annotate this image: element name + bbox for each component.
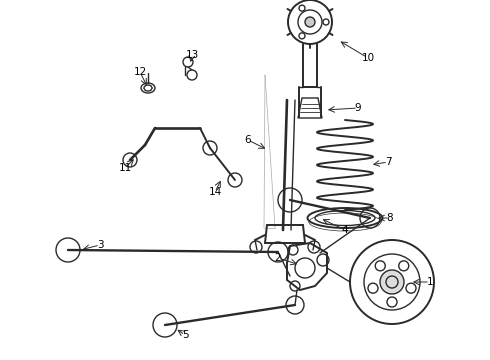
Text: 14: 14 bbox=[208, 187, 221, 197]
Text: 6: 6 bbox=[245, 135, 251, 145]
Text: 11: 11 bbox=[119, 163, 132, 173]
Circle shape bbox=[305, 17, 315, 27]
Text: 5: 5 bbox=[182, 330, 188, 340]
Text: 10: 10 bbox=[362, 53, 374, 63]
Text: 2: 2 bbox=[275, 253, 281, 263]
Text: 13: 13 bbox=[185, 50, 198, 60]
Text: 8: 8 bbox=[387, 213, 393, 223]
Text: 9: 9 bbox=[355, 103, 361, 113]
Text: 4: 4 bbox=[342, 225, 348, 235]
Text: 1: 1 bbox=[427, 277, 433, 287]
Text: 3: 3 bbox=[97, 240, 103, 250]
Text: 7: 7 bbox=[385, 157, 392, 167]
Text: 12: 12 bbox=[133, 67, 147, 77]
Circle shape bbox=[380, 270, 404, 294]
